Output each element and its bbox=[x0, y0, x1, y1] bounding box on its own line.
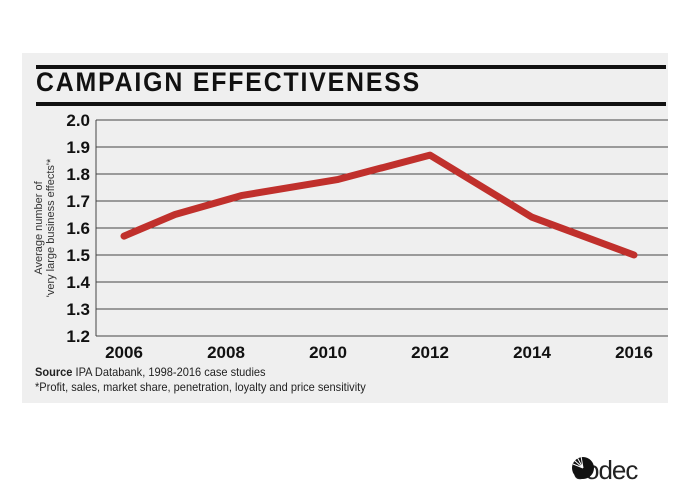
title-rule-top bbox=[36, 65, 666, 69]
x-tick-label: 2012 bbox=[411, 343, 449, 362]
x-tick-label: 2014 bbox=[513, 343, 551, 362]
y-tick-label: 1.3 bbox=[66, 300, 90, 319]
x-tick-label: 2008 bbox=[207, 343, 245, 362]
x-tick-label: 2006 bbox=[105, 343, 143, 362]
y-tick-label: 1.7 bbox=[66, 192, 90, 211]
x-tick-label: 2010 bbox=[309, 343, 347, 362]
y-tick-label: 1.8 bbox=[66, 165, 90, 184]
footnote: *Profit, sales, market share, penetratio… bbox=[35, 380, 366, 394]
y-tick-label: 1.9 bbox=[66, 138, 90, 157]
codec-logo-icon bbox=[572, 455, 594, 479]
title-rule-bottom bbox=[36, 102, 666, 106]
y-tick-label: 2.0 bbox=[66, 111, 90, 130]
chart-title: CAMPAIGN EFFECTIVENESS bbox=[36, 67, 422, 97]
line-chart: 2.0 1.9 1.8 1.7 1.6 1.5 1.4 1.3 1.2 2006 2008 2010 2… bbox=[33, 111, 668, 362]
source-note: Source IPA Databank, 1998-2016 case stud… bbox=[35, 365, 266, 379]
x-tick-label: 2016 bbox=[615, 343, 653, 362]
y-tick-label: 1.5 bbox=[66, 246, 90, 265]
data-line bbox=[120, 151, 638, 259]
y-tick-label: 1.4 bbox=[66, 273, 90, 292]
source-label: Source bbox=[35, 365, 73, 379]
y-axis-label-line: Average number of bbox=[33, 180, 45, 274]
codec-logo: codec bbox=[570, 455, 638, 486]
y-axis-label-line: 'very large business effects'* bbox=[45, 158, 57, 297]
y-tick-label: 1.2 bbox=[66, 327, 90, 346]
source-text: IPA Databank, 1998-2016 case studies bbox=[72, 365, 266, 379]
y-tick-label: 1.6 bbox=[66, 219, 90, 238]
y-axis-label: Average number of'very large business ef… bbox=[33, 158, 57, 297]
chart-panel: CAMPAIGN EFFECTIVENESS 2.0 1.9 1.8 1.7 1.6 1.… bbox=[22, 53, 668, 403]
